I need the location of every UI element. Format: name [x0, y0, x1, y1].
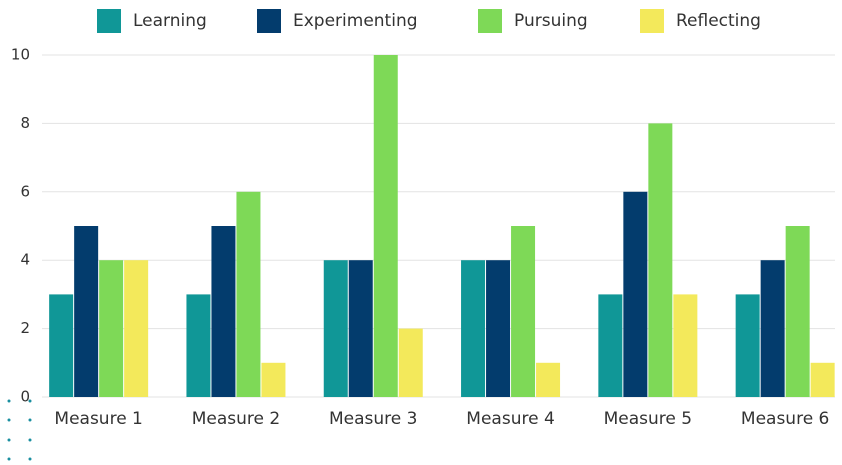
- legend-swatch: [257, 9, 281, 33]
- bar: [186, 294, 211, 397]
- bar: [785, 226, 810, 397]
- bar: [760, 260, 785, 397]
- bar: [124, 260, 149, 397]
- bar: [74, 226, 99, 397]
- legend-label: Reflecting: [676, 11, 761, 31]
- bar: [536, 362, 561, 397]
- legend-swatch: [478, 9, 502, 33]
- y-tick-label: 2: [20, 319, 30, 337]
- bar: [211, 226, 236, 397]
- legend-swatch: [97, 9, 121, 33]
- legend-label: Experimenting: [293, 11, 418, 31]
- bar: [323, 260, 348, 397]
- y-tick-label: 10: [11, 46, 30, 64]
- x-tick-label: Measure 5: [604, 409, 692, 429]
- y-tick-label: 4: [20, 251, 30, 269]
- bar: [348, 260, 373, 397]
- x-tick-label: Measure 3: [329, 409, 417, 429]
- x-tick-label: Measure 4: [466, 409, 554, 429]
- bar: [810, 362, 835, 397]
- bar: [236, 191, 261, 397]
- legend-swatch: [640, 9, 664, 33]
- bar: [99, 260, 124, 397]
- y-tick-label: 0: [20, 388, 30, 406]
- y-tick-label: 6: [20, 182, 30, 200]
- bar: [486, 260, 511, 397]
- y-tick-label: 8: [20, 114, 30, 132]
- bar: [598, 294, 623, 397]
- bar: [735, 294, 760, 397]
- bar: [461, 260, 486, 397]
- bar: [398, 328, 423, 397]
- bar: [373, 55, 398, 397]
- bar: [261, 362, 286, 397]
- x-tick-label: Measure 6: [741, 409, 829, 429]
- legend-label: Learning: [133, 11, 207, 31]
- bar: [511, 226, 536, 397]
- legend-label: Pursuing: [514, 11, 588, 31]
- x-tick-label: Measure 1: [54, 409, 142, 429]
- bar: [623, 191, 648, 397]
- decoration: [7, 399, 32, 461]
- bar: [648, 123, 673, 398]
- bar: [49, 294, 74, 397]
- x-tick-label: Measure 2: [192, 409, 280, 429]
- bar: [673, 294, 698, 397]
